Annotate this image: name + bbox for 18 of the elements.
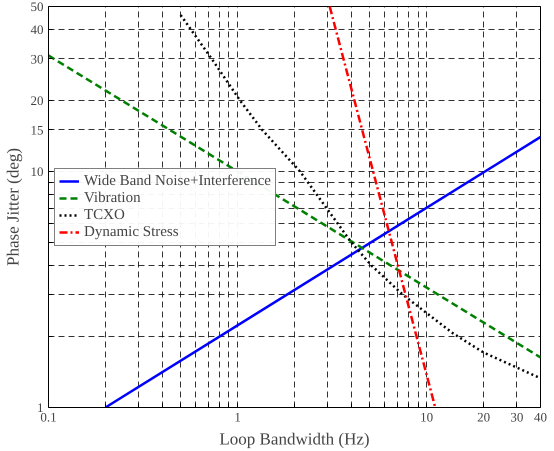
x-tick-label: 1: [234, 410, 241, 424]
y-tick-label: 40: [30, 22, 44, 37]
y-tick-label: 30: [30, 51, 44, 66]
x-tick-label: 40: [534, 410, 547, 424]
y-tick-label: 10: [30, 164, 44, 179]
x-tick-label: 10: [420, 410, 434, 424]
legend-label: TCXO: [84, 206, 125, 224]
y-tick-label: 15: [30, 122, 44, 138]
y-tick-label: 1: [37, 400, 44, 415]
y-tick-label: 20: [30, 92, 44, 108]
y-axis-title: Phase Jitter (deg): [4, 148, 22, 266]
legend-label: Dynamic Stress: [84, 224, 179, 240]
x-tick-label: 20: [477, 410, 490, 424]
y-tick-label: 50: [30, 0, 44, 14]
x-tick-label: 30: [510, 410, 524, 424]
legend-label: Wide Band Noise+Interference: [84, 172, 271, 190]
legend-label: Vibration: [84, 190, 141, 206]
x-axis-title: Loop Bandwidth (Hz): [219, 430, 370, 448]
